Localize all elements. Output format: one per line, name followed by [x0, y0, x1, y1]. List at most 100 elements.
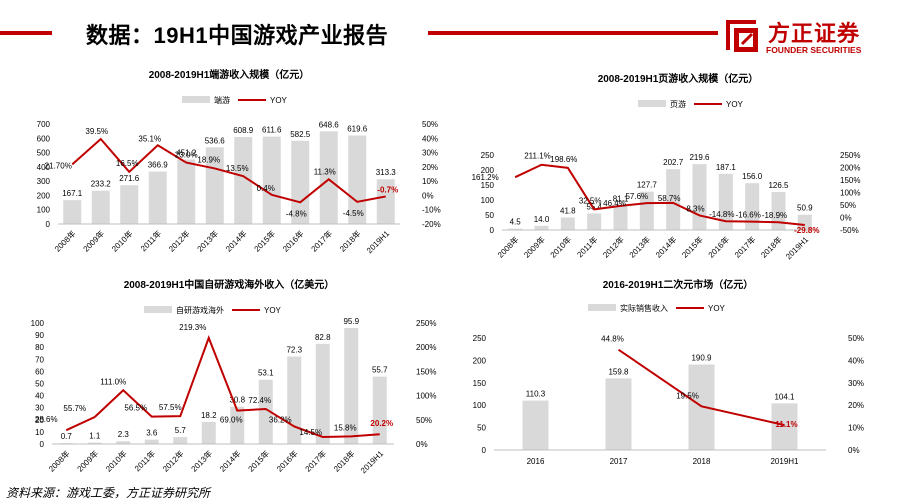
yoy-value-label: 56.5%: [124, 404, 147, 413]
bar-value-label: 72.3: [286, 346, 302, 355]
yoy-value-label: 35.1%: [138, 134, 161, 143]
y-tick-left: 0: [40, 440, 45, 449]
legend-label-line: YOY: [726, 100, 744, 109]
y-tick-right: 100%: [416, 392, 436, 401]
y-tick-left: 0: [46, 220, 51, 229]
yoy-value-label: 55.7%: [63, 404, 86, 413]
yoy-value-label: 18.9%: [197, 155, 220, 164]
x-tick-label: 2008年: [46, 448, 71, 473]
yoy-value-label: 57.6%: [625, 192, 648, 201]
yoy-value-label: -0.7%: [377, 185, 398, 194]
bar: [771, 403, 798, 450]
page-title: 数据：19H1中国游戏产业报告: [86, 23, 389, 48]
bar: [315, 343, 330, 444]
y-tick-left: 50: [35, 380, 44, 389]
bar-value-label: 3.6: [146, 429, 158, 438]
yoy-value-label: 11.3%: [314, 167, 336, 176]
x-tick-label: 2009年: [75, 448, 100, 473]
bar-value-label: 95.9: [343, 317, 359, 326]
y-tick-right: 50%: [848, 334, 864, 343]
y-tick-left: 150: [473, 379, 487, 388]
bar: [666, 169, 681, 230]
x-tick-label: 2015年: [246, 448, 271, 473]
bar-value-label: 53.1: [258, 369, 274, 378]
y-tick-right: 20%: [422, 163, 438, 172]
y-tick-right: 0%: [416, 440, 428, 449]
bar-value-label: 366.9: [148, 161, 169, 170]
bar: [148, 171, 167, 224]
chart-title: 2008-2019H1中国自研游戏海外收入（亿美元）: [124, 278, 335, 291]
chart-web-revenue: 2008-2019H1页游收入规模（亿元） 页游 YOY 0 50 100 150 200 25…: [458, 64, 898, 276]
yoy-value-label: 16.5%: [116, 159, 139, 168]
bar: [376, 179, 395, 224]
yoy-value-label: 14.5%: [299, 428, 322, 437]
x-tick-label: 2008年: [495, 234, 520, 259]
legend-label-line: YOY: [270, 96, 288, 105]
yoy-value-label: 15.8%: [334, 423, 357, 432]
yoy-value-label: -14.8%: [709, 210, 734, 219]
bar: [262, 136, 281, 224]
y-tick-left: 150: [481, 181, 495, 190]
x-tick-label: 2016年: [706, 234, 731, 259]
x-tick-label: 2011年: [575, 234, 600, 259]
x-tick-label: 2014年: [653, 234, 678, 259]
legend-label-bar: 页游: [670, 99, 686, 109]
x-tick-label: 2012年: [160, 448, 185, 473]
bar: [639, 191, 654, 230]
y-tick-right: 50%: [840, 201, 856, 210]
bar: [613, 205, 628, 230]
bar-value-label: 82.8: [315, 333, 331, 342]
yoy-value-label: 46.4%: [603, 199, 626, 208]
bar-value-label: 4.5: [510, 218, 522, 227]
x-tick-label: 2012年: [166, 228, 191, 253]
bar-value-label: 582.5: [290, 130, 311, 139]
bar-value-label: 271.6: [119, 174, 140, 183]
bar-value-label: 30.8: [229, 396, 245, 405]
bar-value-label: 104.1: [774, 392, 795, 401]
legend-label-bar: 端游: [214, 95, 230, 105]
y-tick-left: 50: [485, 211, 494, 220]
yoy-value-label: 39.5%: [85, 127, 108, 136]
y-tick-left: 0: [482, 446, 487, 455]
bar-value-label: 81.1: [613, 195, 629, 204]
y-tick-right: 40%: [848, 356, 864, 365]
y-tick-right: 10%: [848, 424, 864, 433]
bar-value-label: 159.8: [608, 367, 629, 376]
y-tick-right: 50%: [416, 416, 432, 425]
y-tick-left: 30: [35, 404, 44, 413]
x-tick-label: 2019H1: [365, 229, 392, 256]
chart-title: 2008-2019H1端游收入规模（亿元）: [149, 68, 310, 81]
y-tick-left: 80: [35, 343, 44, 352]
chart-overseas-revenue: 2008-2019H1中国自研游戏海外收入（亿美元） 自研游戏海外 YOY 0 10 20…: [14, 274, 444, 484]
yoy-value-label: 32.5%: [579, 196, 602, 205]
yoy-line: [617, 348, 785, 427]
legend-swatch-bar: [588, 304, 616, 311]
header-rule-left: [0, 31, 52, 35]
bar: [87, 442, 102, 444]
yoy-value-label: 219.3%: [179, 323, 206, 332]
bar: [771, 192, 786, 230]
y-tick-left: 400: [37, 163, 51, 172]
founder-logo-icon: [726, 20, 758, 52]
yoy-line: [71, 137, 386, 204]
y-tick-left: 100: [473, 401, 487, 410]
y-tick-right: 0%: [848, 446, 860, 455]
bar: [522, 400, 549, 450]
bar: [230, 406, 245, 444]
yoy-value-label: -29.8%: [794, 226, 819, 235]
bar-value-label: 451.2: [176, 149, 197, 158]
yoy-value-label: 21.70%: [45, 161, 72, 170]
yoy-value-label: 11.1%: [775, 420, 797, 429]
logo-text-cn: 方正证券: [768, 21, 861, 46]
bar-value-label: 536.6: [205, 136, 226, 145]
x-tick-label: 2010年: [103, 448, 128, 473]
x-tick-label: 2017年: [309, 228, 334, 253]
legend-label-line: YOY: [708, 304, 726, 313]
yoy-value-label: 8.3%: [686, 204, 704, 213]
bar: [116, 441, 131, 444]
x-tick-label: 2018年: [331, 448, 356, 473]
y-tick-left: 700: [37, 120, 51, 129]
yoy-value-label: -4.5%: [343, 209, 364, 218]
bar: [534, 225, 549, 230]
bar-value-label: 611.6: [262, 126, 282, 135]
